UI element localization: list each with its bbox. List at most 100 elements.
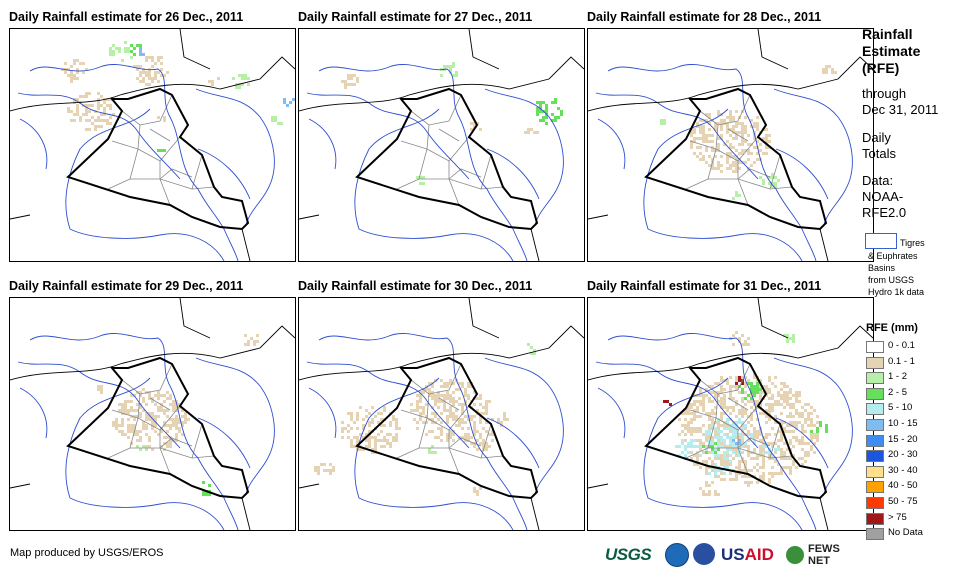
rain-cell [184,418,187,421]
legend-label: > 75 [888,511,907,523]
daily-line: Daily [862,130,891,145]
rain-cell [726,406,729,409]
rain-cell [711,134,714,137]
rain-cell [732,424,735,427]
rain-cell [461,427,464,430]
rain-cell [747,475,750,478]
province-boundary [191,455,215,459]
rain-cell [816,439,819,442]
rain-cell [172,418,175,421]
province-boundary [448,437,482,449]
rain-cell [735,421,738,424]
rain-cell [389,442,392,445]
rain-cell [708,424,711,427]
rain-cell [151,80,154,83]
rain-cell [789,337,792,340]
rain-cell [711,158,714,161]
rain-cell [762,466,765,469]
rain-cell [461,382,464,385]
rain-cell [762,460,765,463]
rain-cell [768,397,771,400]
rain-cell [729,442,732,445]
neighbor-border [179,298,211,339]
rain-cell [708,128,711,131]
province-boundary [448,154,492,190]
rain-cell [136,433,139,436]
rain-cell [395,427,398,430]
rain-cell [729,412,732,415]
rain-cell [735,415,738,418]
rain-cell [738,454,741,457]
rain-cell [708,484,711,487]
rain-cell [277,122,280,125]
rain-cell [708,140,711,143]
rain-cell [744,475,747,478]
rain-cell [741,460,744,463]
rain-cell [747,134,750,137]
rain-cell [202,493,205,496]
rain-cell [136,44,139,47]
rain-cell [705,137,708,140]
rain-cell [780,457,783,460]
rain-cell [732,125,735,128]
rain-cell [112,424,115,427]
rain-cell [711,424,714,427]
rain-cell [148,394,151,397]
rain-cell [533,352,536,355]
rain-cell [380,439,383,442]
rain-cell [464,421,467,424]
rain-cell [464,436,467,439]
rain-cell [350,412,353,415]
rain-cell [503,418,506,421]
rain-cell [792,454,795,457]
rain-cell [786,400,789,403]
rain-cell [175,439,178,442]
province-boundary [707,148,749,206]
rain-cell [750,424,753,427]
rain-cell [768,176,771,179]
rainfall-cells [61,41,295,152]
rain-cell [554,101,557,104]
rain-cell [139,406,142,409]
rain-cell [735,191,738,194]
rain-cell [708,418,711,421]
rain-cell [148,418,151,421]
rain-cell [702,128,705,131]
rain-cell [485,421,488,424]
rain-cell [157,56,160,59]
rain-cell [440,433,443,436]
rain-cell [747,421,750,424]
rain-cell [157,391,160,394]
rain-cell [660,119,663,122]
rain-cell [759,439,762,442]
rain-cell [431,394,434,397]
rain-cell [133,65,136,68]
province-boundary [699,94,751,126]
rain-cell [434,412,437,415]
rain-cell [446,421,449,424]
rain-cell [729,119,732,122]
rain-cell [103,110,106,113]
rain-cell [705,146,708,149]
rain-cell [136,77,139,80]
rain-cell [431,391,434,394]
rain-cell [139,448,142,451]
rain-cell [693,140,696,143]
rain-cell [344,427,347,430]
province-boundary [129,148,171,206]
rain-cell [741,427,744,430]
rain-cell [762,454,765,457]
rain-cell [780,439,783,442]
province-boundary [737,154,781,190]
rain-cell [446,439,449,442]
rain-cell [341,430,344,433]
rain-cell [789,412,792,415]
rain-cell [747,143,750,146]
rain-cell [789,457,792,460]
rain-cell [765,442,768,445]
rain-cell [726,116,729,119]
neighbor-border [10,325,295,381]
neighbor-border [10,56,295,112]
rain-cell [789,469,792,472]
rain-cell [157,116,160,119]
